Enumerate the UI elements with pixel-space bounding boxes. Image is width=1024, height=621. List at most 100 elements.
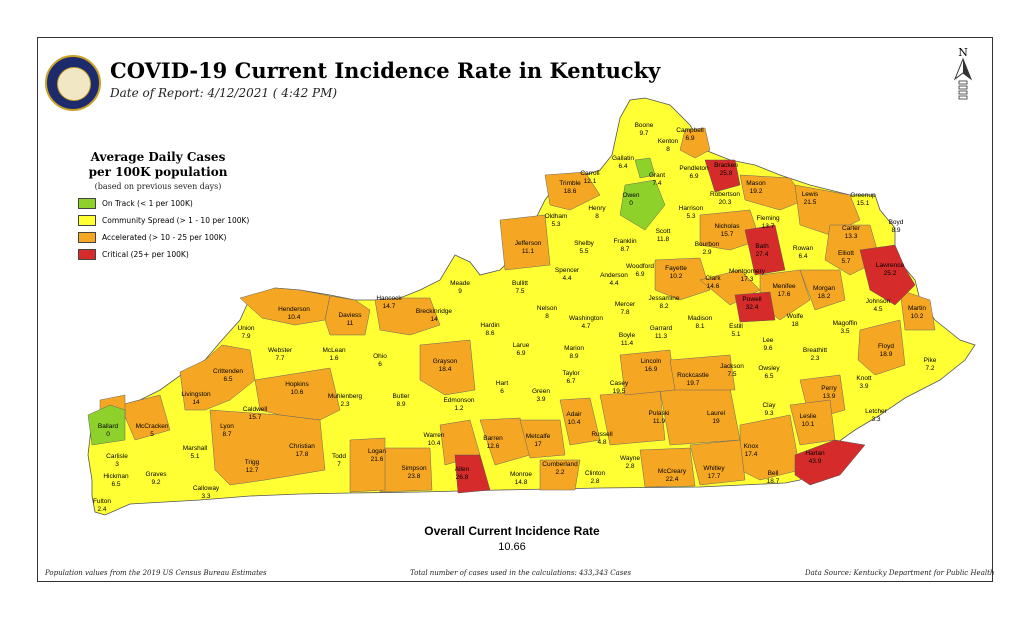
- county-name: Montgomery: [729, 268, 766, 275]
- county-name: Carlisle: [106, 453, 128, 460]
- county-rate: 20.3: [719, 199, 732, 206]
- county-name: Menifee: [772, 283, 796, 290]
- county-name: Clark: [705, 275, 721, 282]
- county-name: Nicholas: [715, 223, 741, 230]
- county-name: McLean: [322, 347, 346, 354]
- legend-note: (based on previous seven days): [94, 182, 222, 191]
- county-name: Leslie: [800, 413, 817, 420]
- county-name: Scott: [656, 228, 671, 235]
- county-rate: 1.2: [454, 405, 463, 412]
- county-rate: 10.2: [911, 313, 924, 320]
- county-name: McCracken: [136, 423, 169, 430]
- county-rate: 22.4: [666, 476, 679, 483]
- county-rate: 7.2: [925, 365, 934, 372]
- county-name: Fayette: [665, 265, 687, 272]
- county-name: Carter: [842, 225, 861, 232]
- legend-item: Accelerated (> 10 - 25 per 100K): [68, 231, 288, 243]
- county-name: Jefferson: [515, 240, 542, 247]
- county-rate: 4.7: [581, 323, 590, 330]
- county-rate: 6.7: [566, 378, 575, 385]
- county-rate: 14: [192, 399, 200, 406]
- county-name: Hopkins: [285, 381, 309, 388]
- county-rate: 6.5: [764, 373, 773, 380]
- county-name: Bell: [768, 470, 779, 477]
- legend-swatch: [78, 197, 96, 209]
- county-name: Knott: [856, 375, 871, 382]
- county-name: Elliott: [838, 250, 854, 257]
- county-rate: 5.1: [190, 453, 199, 460]
- county-name: Powell: [742, 296, 762, 303]
- county-name: Harrison: [679, 205, 704, 212]
- footer-case-count: Total number of cases used in the calcul…: [410, 569, 632, 577]
- county-name: Casey: [610, 380, 629, 387]
- county-rate: 8: [545, 313, 549, 320]
- county-name: Morgan: [813, 285, 835, 292]
- county-rate: 8: [595, 213, 599, 220]
- report-date: Date of Report: 4/12/2021 ( 4:42 PM): [110, 86, 338, 100]
- county-name: Spencer: [555, 267, 580, 274]
- county-rate: 4.8: [597, 439, 606, 446]
- county-rate: 27.4: [756, 251, 769, 258]
- county-name: Magoffin: [833, 320, 858, 327]
- county-rate: 11.9: [653, 418, 666, 425]
- county-rate: 6.9: [685, 135, 694, 142]
- county-rate: 10.4: [428, 440, 441, 447]
- county-rate: 14.6: [707, 283, 720, 290]
- county-name: Clay: [762, 402, 776, 409]
- county-rate: 15.7: [249, 414, 262, 421]
- legend-title-line1: Average Daily Cases: [90, 150, 226, 164]
- county-name: Barren: [483, 435, 503, 442]
- county-name: Monroe: [510, 471, 532, 478]
- county-name: Estill: [729, 323, 743, 330]
- county-rate: 3.5: [840, 328, 849, 335]
- county-rate: 13.3: [845, 233, 858, 240]
- county-name: Madison: [688, 315, 713, 322]
- county-name: Fleming: [756, 215, 780, 222]
- county-name: Boyd: [889, 219, 904, 226]
- county-rate: 6.4: [798, 253, 807, 260]
- county-rate: 0: [629, 200, 633, 207]
- county-name: Franklin: [613, 238, 637, 245]
- county-name: Letcher: [865, 408, 888, 415]
- county-rate: 19.2: [750, 188, 763, 195]
- county-name: Taylor: [562, 370, 580, 377]
- county-name: Jessamine: [648, 295, 679, 302]
- county-name: Hart: [496, 380, 508, 387]
- county-rate: 19: [712, 418, 720, 425]
- county-rate: 5.7: [841, 258, 850, 265]
- county-rate: 13.9: [823, 393, 836, 400]
- county-name: Anderson: [600, 272, 628, 279]
- county-rate: 10.1: [802, 421, 815, 428]
- county-rate: 12.6: [487, 443, 500, 450]
- county-rate: 7.5: [515, 288, 524, 295]
- county-rate: 21.5: [804, 199, 817, 206]
- county-name: Pike: [924, 357, 937, 364]
- county-name: Owen: [623, 192, 640, 199]
- county-name: Jackson: [720, 363, 744, 370]
